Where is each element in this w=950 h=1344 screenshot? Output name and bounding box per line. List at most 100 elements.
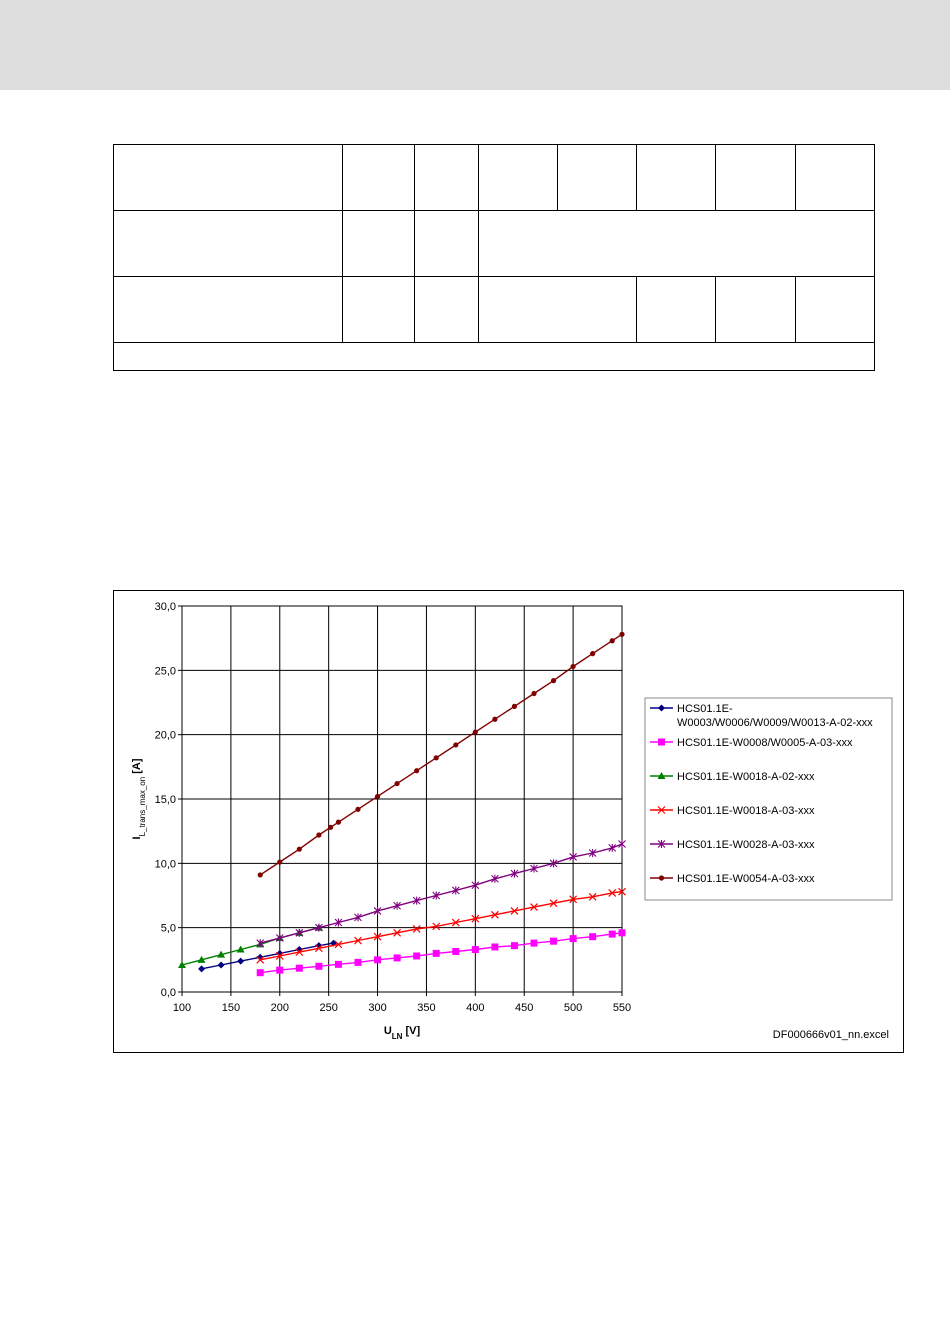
table-row — [113, 276, 875, 343]
chart-legend: HCS01.1E- W0003/W0006/W0009/W0013-A-02-xx… — [644, 697, 893, 901]
data-point-marker — [471, 946, 479, 954]
legend-label: HCS01.1E- — [677, 703, 733, 715]
data-point-marker — [608, 843, 617, 852]
data-point-marker — [658, 738, 665, 746]
x-axis-label: ULN [V] — [384, 1025, 421, 1041]
table-cell — [636, 144, 716, 211]
table-cell — [113, 144, 343, 211]
table-cell — [795, 276, 875, 343]
table-row — [113, 144, 875, 211]
data-point-marker — [619, 631, 625, 637]
legend-entry: HCS01.1E-W0028-A-03-xxx — [650, 839, 815, 851]
data-point-marker — [657, 806, 666, 814]
data-point-marker — [510, 869, 519, 878]
data-point-marker — [530, 939, 538, 947]
data-point-marker — [510, 907, 519, 915]
y-tick-label: 20,0 — [155, 730, 176, 742]
data-point-marker — [394, 780, 400, 787]
series-group — [256, 840, 626, 948]
legend-entry: HCS01.1E-W0008/W0005-A-03-xxx — [650, 737, 853, 749]
data-point-marker — [315, 923, 323, 932]
x-tick-label: 250 — [319, 1002, 337, 1014]
data-point-marker — [275, 952, 284, 960]
data-point-marker — [590, 651, 596, 657]
data-point-marker — [412, 925, 421, 933]
legend-entry: HCS01.1E-W0018-A-03-xxx — [650, 805, 815, 817]
data-point-marker — [334, 940, 343, 949]
y-tick-label: 0,0 — [161, 987, 176, 999]
data-point-marker — [618, 887, 626, 896]
data-point-marker — [589, 933, 597, 941]
data-point-marker — [609, 638, 615, 644]
data-point-marker — [451, 886, 460, 895]
legend-label: HCS01.1E-W0028-A-03-xxx — [677, 839, 815, 851]
table-cell — [795, 144, 875, 211]
data-point-marker — [374, 793, 381, 800]
data-point-marker — [354, 958, 362, 966]
data-point-marker — [492, 716, 498, 722]
data-point-marker — [374, 956, 382, 964]
data-point-marker — [531, 690, 537, 697]
y-tick-label: 25,0 — [155, 665, 176, 677]
data-point-marker — [276, 966, 284, 974]
data-point-marker — [217, 961, 225, 969]
legend-label: W0003/W0006/W0009/W0013-A-02-xxx — [677, 717, 873, 729]
data-point-marker — [236, 945, 245, 953]
data-point-marker — [549, 899, 558, 908]
table-cell — [414, 144, 479, 211]
data-point-marker — [618, 929, 626, 937]
table-cell — [478, 210, 875, 277]
data-point-marker — [608, 930, 616, 938]
legend-entry: HCS01.1E- W0003/W0006/W0009/W0013-A-02-xx… — [650, 703, 873, 729]
series-line — [201, 942, 334, 970]
legend-entry: HCS01.1E-W0054-A-03-xxx — [650, 873, 815, 885]
chart-source-credit: DF000666v01_nn.excel — [773, 1029, 889, 1041]
chart-svg: 100 150 200 250 300 350 400 450 500 550 0,0 5,0 10,0… — [131, 601, 893, 1041]
table-cell — [715, 144, 796, 211]
data-point-marker — [275, 933, 284, 942]
data-point-marker — [491, 874, 499, 883]
data-point-marker — [335, 819, 342, 825]
data-point-marker — [452, 947, 460, 955]
data-point-marker — [550, 678, 557, 684]
data-point-marker — [432, 922, 441, 931]
data-point-marker — [432, 949, 440, 957]
chart-series-layer — [178, 631, 626, 977]
legend-label: HCS01.1E-W0018-A-03-xxx — [677, 805, 815, 817]
chart-frame: 100 150 200 250 300 350 400 450 500 550 0,0 5,0 10,0… — [113, 590, 904, 1053]
data-point-marker — [658, 875, 665, 881]
data-point-marker — [530, 903, 538, 912]
data-point-marker — [217, 950, 226, 958]
data-point-marker — [393, 954, 401, 962]
data-point-marker — [453, 742, 459, 748]
data-point-marker — [393, 928, 402, 937]
data-point-marker — [490, 910, 499, 919]
data-point-marker — [334, 960, 342, 968]
data-point-marker — [491, 943, 499, 951]
data-point-marker — [354, 936, 362, 945]
table-row — [113, 342, 875, 371]
data-point-marker — [316, 832, 322, 838]
data-point-marker — [588, 849, 597, 858]
data-point-marker — [658, 704, 665, 712]
series-group — [256, 887, 626, 964]
chart-tick-labels: 100 150 200 250 300 350 400 450 500 550 0,0 5,0 10,0… — [155, 601, 632, 1014]
data-point-marker — [355, 806, 361, 812]
table-footnote-cell — [113, 342, 875, 371]
data-point-marker — [413, 952, 421, 960]
x-tick-label: 400 — [466, 1002, 484, 1014]
series-line — [260, 890, 623, 961]
legend-box — [644, 697, 893, 901]
data-point-marker — [608, 889, 617, 897]
chart-grid — [181, 605, 623, 993]
data-point-marker — [433, 755, 439, 761]
data-point-marker — [618, 840, 626, 849]
data-point-marker — [277, 859, 283, 865]
data-point-marker — [334, 918, 343, 927]
data-point-marker — [197, 955, 206, 963]
table-cell — [636, 276, 716, 343]
data-point-marker — [569, 852, 577, 861]
data-point-marker — [295, 946, 303, 954]
data-point-marker — [510, 942, 518, 950]
spec-table — [113, 144, 875, 371]
